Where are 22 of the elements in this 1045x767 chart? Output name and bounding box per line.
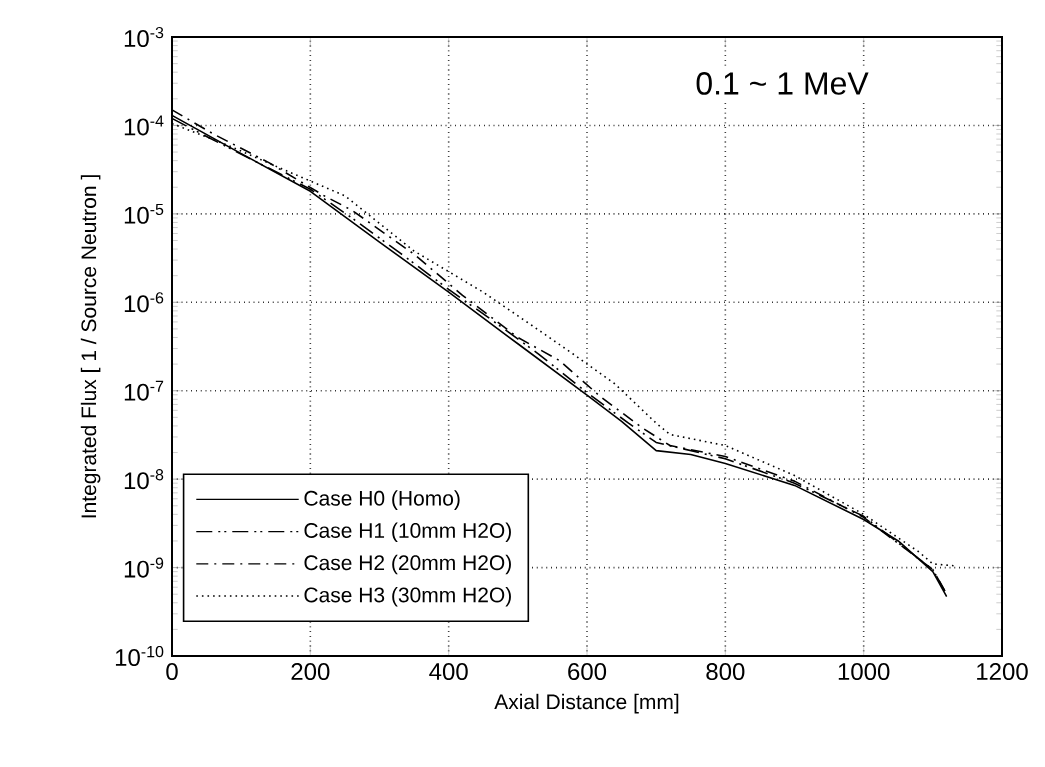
x-tick-label: 1000	[838, 663, 890, 681]
y-tick-label: 10$^{-3}$	[124, 26, 164, 48]
legend-label: Case H2 (20mm H2O)	[304, 554, 511, 575]
x-tick-label: 0	[166, 663, 178, 681]
x-tick-label: 800	[706, 663, 745, 681]
x-tick-label: 600	[568, 663, 607, 681]
y-tick-label: 10$^{-5}$	[124, 203, 164, 224]
y-tick-label: 10$^{-10}$	[115, 645, 164, 667]
annotation: 0.1 ~ 1 MeV	[696, 72, 869, 95]
legend-label: Case H0 (Homo)	[304, 490, 460, 510]
y-tick-label: 10$^{-4}$	[124, 115, 164, 136]
y-tick-label: 10$^{-9}$	[124, 557, 164, 578]
y-tick-label: 10$^{-7}$	[124, 380, 164, 401]
legend-label: Case H1 (10mm H2O)	[304, 522, 511, 543]
x-tick-label: 400	[429, 663, 468, 681]
y-tick-label: 10$^{-6}$	[124, 292, 164, 313]
y-axis-title: Integrated Flux [ 1 / Source Neutron ]	[80, 175, 101, 518]
y-tick-label: 10$^{-8}$	[124, 469, 164, 490]
legend-label: Case H3 (30mm H2O)	[304, 586, 511, 607]
x-tick-label: 200	[291, 663, 330, 681]
x-tick-label: 1200	[977, 663, 1028, 681]
x-axis-title: Axial Distance [mm]	[494, 693, 679, 714]
